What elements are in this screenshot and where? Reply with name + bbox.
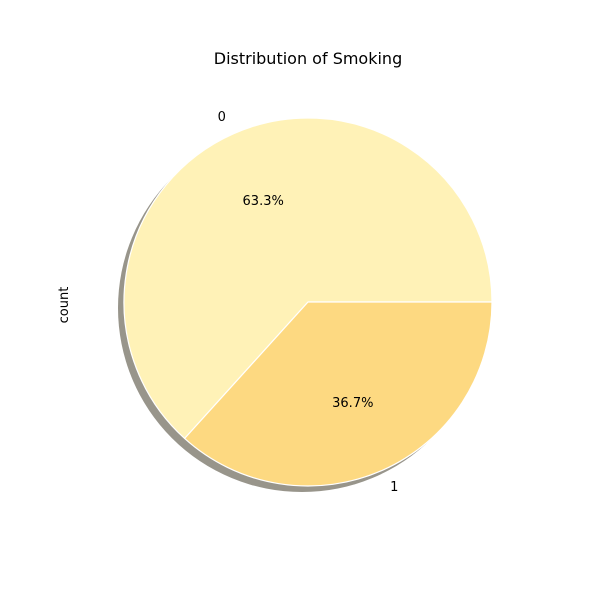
- pie-slices: [123, 117, 493, 487]
- pie-slice-0: [123, 117, 493, 440]
- pie-slice-1: [183, 301, 493, 487]
- pie-category-label-1: 1: [390, 480, 398, 495]
- chart-title: Distribution of Smoking: [214, 49, 402, 68]
- pie-percent-label-1: 36.7%: [332, 396, 373, 411]
- y-axis-label: count: [57, 287, 72, 324]
- pie-percent-label-0: 63.3%: [243, 194, 284, 209]
- pie-labels: 0 63.3% 1 36.7%: [218, 110, 399, 495]
- pie-category-label-0: 0: [218, 110, 226, 125]
